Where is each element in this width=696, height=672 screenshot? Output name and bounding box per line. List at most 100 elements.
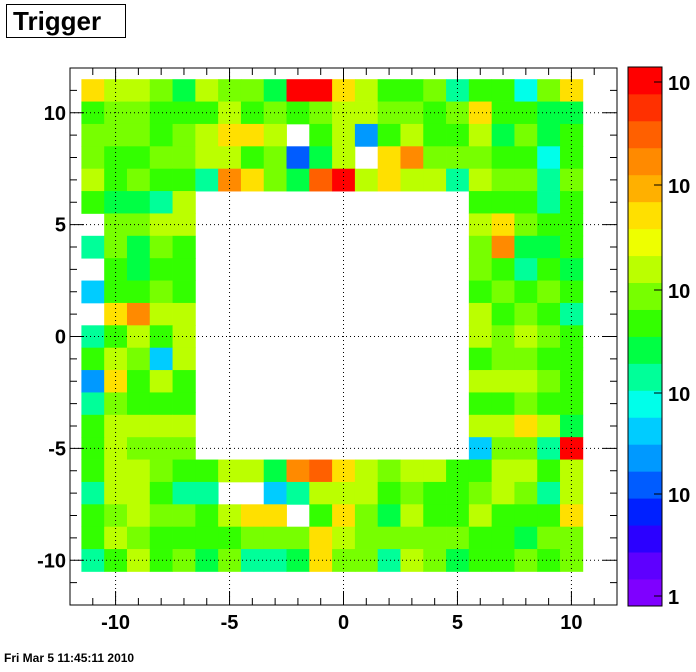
heatmap-cell	[332, 481, 356, 505]
heatmap-cell	[149, 392, 173, 416]
heatmap-cell	[263, 459, 287, 483]
heatmap-cell	[468, 526, 493, 550]
heatmap-cell	[537, 123, 561, 147]
heatmap-cell	[172, 258, 196, 281]
heatmap-cell	[172, 123, 196, 147]
heatmap-cell	[560, 504, 584, 528]
heatmap-cell	[423, 168, 447, 192]
heatmap-cell	[104, 414, 128, 438]
heatmap-cell	[377, 481, 401, 505]
heatmap-cell	[81, 459, 105, 483]
heatmap-cell	[491, 370, 515, 393]
heatmap-cell	[537, 437, 561, 460]
heatmap-cell	[468, 302, 493, 326]
palette-swatch	[628, 282, 662, 310]
palette-swatch	[628, 255, 662, 283]
heatmap-cell	[468, 370, 493, 393]
heatmap-cell	[491, 168, 515, 192]
heatmap-cell	[126, 302, 151, 326]
heatmap-cell	[240, 168, 265, 192]
heatmap-cell	[354, 526, 379, 550]
heatmap-cell	[560, 459, 584, 483]
palette-swatch	[628, 579, 662, 607]
heatmap-cell	[149, 504, 173, 528]
palette-swatch	[628, 120, 662, 149]
heatmap-cell	[309, 504, 333, 528]
heatmap-cell	[195, 168, 219, 192]
heatmap-cell	[126, 504, 151, 528]
heatmap-cell	[81, 235, 105, 259]
heatmap-cell	[126, 370, 151, 393]
heatmap-cell	[537, 370, 561, 393]
palette-swatch	[628, 309, 662, 337]
heatmap-cell	[149, 235, 173, 259]
heatmap-cell	[240, 526, 265, 550]
heatmap-cell	[446, 459, 470, 483]
heatmap-cell	[218, 79, 242, 102]
heatmap-cell	[263, 481, 287, 505]
heatmap-cell	[514, 123, 538, 147]
heatmap-cell	[286, 526, 310, 550]
palette-swatch	[628, 390, 662, 418]
heatmap-cell	[81, 146, 105, 170]
heatmap-cell	[468, 392, 493, 416]
heatmap-cell	[172, 459, 196, 483]
heatmap-cell	[104, 504, 128, 528]
heatmap-cell	[172, 504, 196, 528]
heatmap-cell	[309, 526, 333, 550]
heatmap-cell	[149, 213, 173, 237]
heatmap-cell	[172, 414, 196, 438]
heatmap-cell	[468, 191, 493, 214]
heatmap-cell	[537, 459, 561, 483]
heatmap-cell	[468, 280, 493, 304]
heatmap-cell	[468, 504, 493, 528]
heatmap-cell	[332, 146, 356, 170]
heatmap-cell	[195, 146, 219, 170]
heatmap-cell	[263, 168, 287, 192]
heatmap-cell	[81, 280, 105, 304]
heatmap-cell	[446, 123, 470, 147]
heatmap-cell	[149, 481, 173, 505]
heatmap-cell	[81, 325, 105, 349]
heatmap-cell	[537, 101, 561, 125]
heatmap-cell	[172, 213, 196, 237]
heatmap-cell	[560, 79, 584, 102]
heatmap-cell	[354, 123, 379, 147]
x-tick-label: -5	[221, 612, 239, 634]
heatmap-cell	[81, 101, 105, 125]
y-tick-label: -5	[48, 438, 66, 460]
heatmap-cell	[149, 526, 173, 550]
heatmap-cell	[218, 504, 242, 528]
heatmap-cell	[81, 191, 105, 214]
heatmap-cell	[377, 504, 401, 528]
heatmap-cells	[81, 79, 584, 572]
heatmap-cell	[172, 235, 196, 259]
heatmap-cell	[468, 347, 493, 371]
heatmap-cell	[149, 414, 173, 438]
heatmap-cell	[446, 79, 470, 102]
heatmap-cell	[560, 146, 584, 170]
heatmap-cell	[149, 459, 173, 483]
heatmap-cell	[126, 146, 151, 170]
palette-label: 10	[668, 176, 690, 198]
heatmap-cell	[104, 123, 128, 147]
heatmap-cell	[491, 504, 515, 528]
heatmap-cell	[286, 481, 310, 505]
heatmap-cell	[104, 459, 128, 483]
heatmap-cell	[172, 280, 196, 304]
heatmap-cell	[537, 347, 561, 371]
heatmap-cell	[309, 146, 333, 170]
heatmap-cell	[354, 459, 379, 483]
palette-swatch	[628, 201, 662, 230]
heatmap-cell	[81, 347, 105, 371]
heatmap-cell	[468, 437, 493, 460]
heatmap-cell	[354, 168, 379, 192]
heatmap-cell	[468, 258, 493, 281]
heatmap-cell	[560, 347, 584, 371]
heatmap-cell	[560, 235, 584, 259]
heatmap-cell	[468, 235, 493, 259]
heatmap-cell	[149, 123, 173, 147]
heatmap-cell	[81, 549, 105, 572]
heatmap-cell	[149, 280, 173, 304]
